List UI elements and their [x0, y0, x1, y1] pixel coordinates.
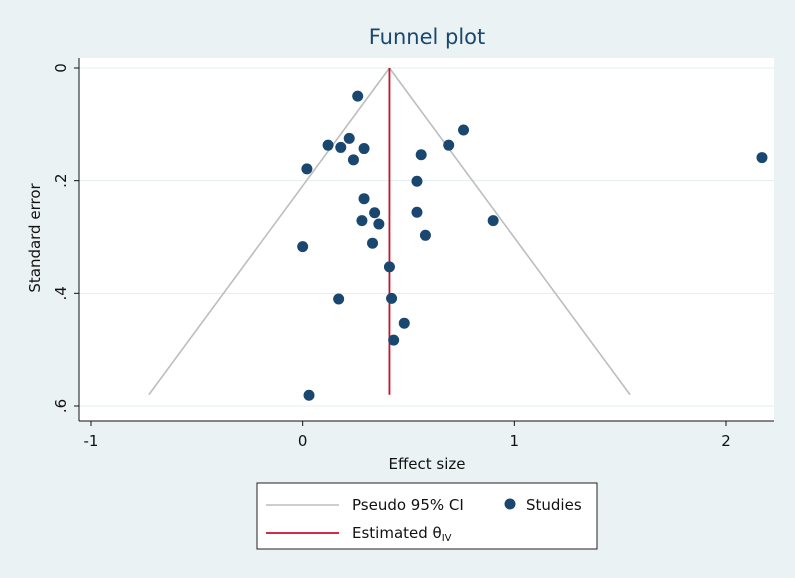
legend-theta-label: Estimated θIV — [352, 524, 452, 544]
study-point-11 — [411, 175, 423, 187]
study-point-19 — [367, 237, 379, 249]
y-axis-title: Standard error — [26, 183, 44, 293]
study-point-12 — [358, 193, 370, 205]
study-point-22 — [333, 293, 345, 305]
legend-studies-label: Studies — [526, 496, 582, 514]
study-point-13 — [369, 207, 381, 219]
legend-theta-label-sub: IV — [442, 533, 452, 544]
axis-ticks: -1 0 1 2 0 .2 .4 .6 — [52, 63, 731, 450]
study-point-3 — [322, 139, 334, 151]
x-tick-label-1: 0 — [298, 432, 308, 450]
x-axis-title: Effect size — [388, 455, 465, 473]
study-point-23 — [386, 292, 398, 304]
study-point-9 — [756, 152, 768, 164]
study-point-1 — [458, 124, 470, 136]
pseudo-ci-right-line — [388, 67, 631, 396]
x-tick-label-3: 2 — [721, 432, 731, 450]
y-tick-label-0: 0 — [52, 63, 70, 73]
x-tick-label-2: 1 — [510, 432, 520, 450]
legend: Pseudo 95% CI Studies Estimated θIV — [256, 482, 598, 550]
study-point-10 — [301, 163, 313, 175]
legend-studies-marker — [504, 498, 516, 510]
study-point-4 — [335, 141, 347, 153]
y-tick-label-3: .6 — [52, 399, 70, 413]
legend-box — [256, 482, 598, 550]
grid-lines — [79, 67, 774, 407]
y-tick-label-1: .2 — [52, 174, 70, 188]
study-point-17 — [487, 215, 499, 227]
study-point-26 — [303, 389, 315, 401]
study-point-21 — [383, 261, 395, 273]
x-tick-label-0: -1 — [84, 432, 99, 450]
legend-theta-label-main: Estimated θ — [352, 524, 442, 542]
study-point-16 — [373, 218, 385, 230]
chart-title: Funnel plot — [369, 25, 486, 49]
study-point-24 — [398, 317, 410, 329]
study-point-25 — [388, 334, 400, 346]
study-point-7 — [415, 149, 427, 161]
study-point-6 — [443, 139, 455, 151]
study-point-8 — [347, 154, 359, 166]
study-point-14 — [411, 206, 423, 218]
pseudo-ci-lines — [148, 67, 631, 396]
study-point-2 — [343, 132, 355, 144]
y-tick-label-2: .4 — [52, 286, 70, 300]
study-points — [297, 90, 768, 401]
study-point-0 — [352, 90, 364, 102]
legend-ci-label: Pseudo 95% CI — [352, 496, 464, 514]
study-point-20 — [297, 241, 309, 253]
pseudo-ci-left-line — [148, 67, 391, 396]
study-point-5 — [358, 143, 370, 155]
axes — [78, 58, 774, 422]
study-point-18 — [419, 229, 431, 241]
study-point-15 — [356, 215, 368, 227]
